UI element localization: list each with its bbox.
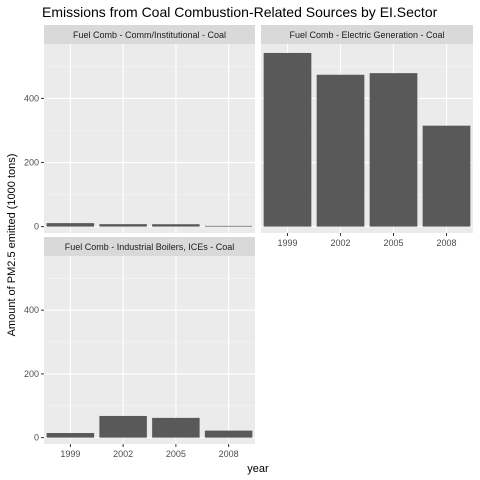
bar: [422, 125, 471, 227]
y-tick-label: 200: [24, 369, 39, 379]
facet-panel: Fuel Comb - Industrial Boilers, ICEs - C…: [24, 237, 255, 459]
y-tick-label: 200: [24, 158, 39, 168]
bar: [152, 224, 200, 227]
facet-strip: [44, 237, 255, 256]
x-tick-label: 2002: [330, 238, 350, 248]
y-axis-title: Amount of PM2.5 emitted (1000 tons): [6, 154, 18, 337]
y-tick-label: 400: [24, 305, 39, 315]
y-tick-label: 0: [34, 433, 39, 443]
facet-panel: Fuel Comb - Comm/Institutional - Coal 0 20…: [24, 25, 255, 233]
bar: [152, 417, 200, 438]
facet-strip-label: Fuel Comb - Comm/Institutional - Coal: [73, 30, 226, 40]
x-tick-label: 1999: [60, 449, 80, 459]
facet-panels: Fuel Comb - Comm/Institutional - Coal 0 20…: [24, 25, 473, 459]
bar: [46, 433, 95, 438]
panel-background: [44, 44, 255, 233]
x-tick-label: 2002: [113, 449, 133, 459]
y-tick-label: 400: [24, 93, 39, 103]
x-tick-label: 2005: [383, 238, 403, 248]
x-axis-title: year: [247, 463, 269, 475]
y-tick-label: 0: [34, 222, 39, 232]
bar: [263, 52, 312, 227]
bar: [204, 430, 253, 438]
bar: [204, 225, 253, 227]
x-tick-label: 2005: [166, 449, 186, 459]
bar: [369, 73, 418, 227]
panel-background: [44, 256, 255, 444]
facet-strip: [44, 25, 255, 44]
x-tick-label: 2008: [219, 449, 239, 459]
facet-strip: [261, 25, 473, 44]
facet-strip-label: Fuel Comb - Industrial Boilers, ICEs - C…: [65, 242, 235, 252]
bar: [99, 224, 147, 227]
x-tick-label: 1999: [277, 238, 297, 248]
x-tick-label: 2008: [436, 238, 456, 248]
chart-title: Emissions from Coal Combustion-Related S…: [42, 4, 438, 20]
bar: [99, 415, 147, 438]
bar: [316, 74, 365, 227]
facet-strip-label: Fuel Comb - Electric Generation - Coal: [289, 30, 444, 40]
bar: [46, 223, 95, 227]
facet-panel: Fuel Comb - Electric Generation - Coal 19…: [261, 25, 473, 248]
